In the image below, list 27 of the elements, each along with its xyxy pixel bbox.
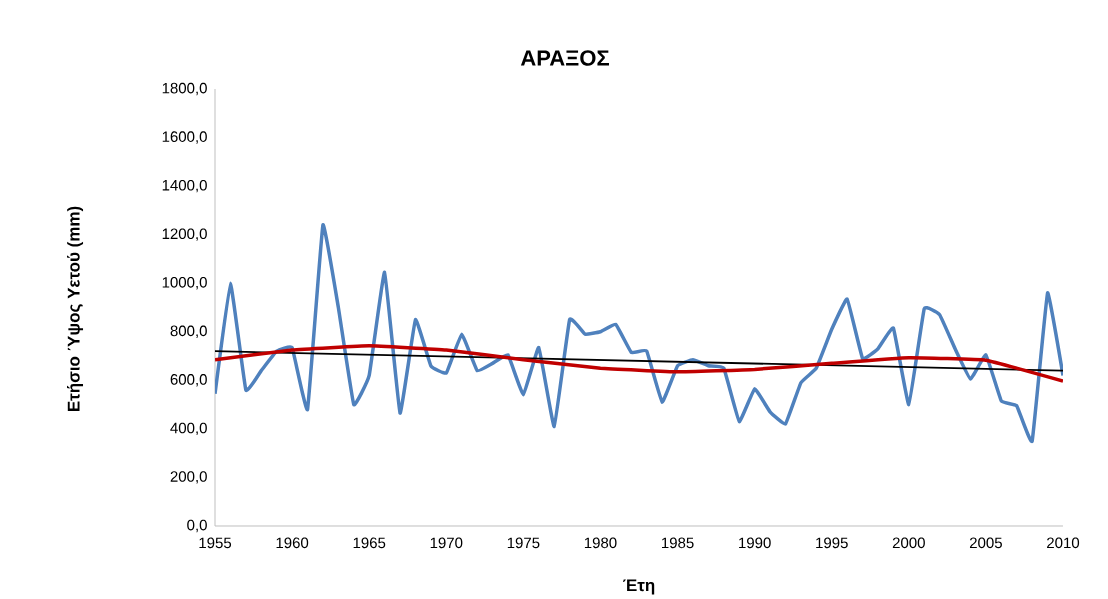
y-tick-label: 1800,0: [162, 82, 207, 96]
y-tick-label: 0,0: [187, 519, 207, 533]
x-tick-label: 2005: [969, 537, 1002, 549]
x-tick-label: 2000: [892, 537, 925, 549]
line-series: [215, 344, 1063, 383]
y-tick-label: 1600,0: [162, 131, 207, 144]
y-tick-label: 1200,0: [162, 228, 207, 241]
y-tick-label: 600,0: [170, 374, 207, 387]
x-tick-label: 1995: [816, 537, 848, 549]
y-tick-label: 200,0: [170, 471, 207, 484]
x-tick-label: 1990: [739, 537, 771, 549]
x-tick-label: 2010: [1047, 537, 1080, 549]
y-tick-label: 400,0: [170, 422, 207, 436]
x-tick-label: 1970: [430, 537, 463, 549]
x-tick-label: 1985: [662, 537, 694, 549]
y-tick-label: 1400,0: [162, 179, 207, 193]
x-tick-label: 1960: [276, 537, 309, 549]
x-tick-label: 1965: [353, 537, 386, 549]
y-axis-title: Ετήσιο Ύψος Υετού (mm): [66, 206, 84, 412]
line-series: [215, 223, 1063, 443]
x-axis-title: Έτη: [623, 579, 655, 595]
y-tick-label: 1000,0: [162, 277, 207, 290]
x-tick-label: 1955: [199, 537, 232, 549]
chart-title: ΑΡΑΞΟΣ: [520, 50, 609, 66]
x-tick-label: 1975: [507, 537, 540, 549]
x-tick-label: 1980: [584, 537, 617, 549]
y-tick-label: 800,0: [170, 325, 207, 338]
